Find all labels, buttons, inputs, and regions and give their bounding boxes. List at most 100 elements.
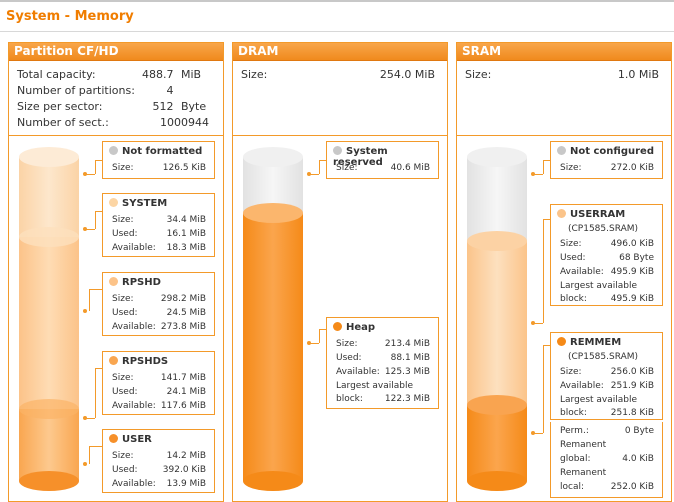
orange-dot-icon — [109, 356, 118, 365]
box-label: Size: — [112, 163, 134, 173]
sram-panel: SRAM Size: 1.0 MiB Not configured Size: … — [456, 42, 672, 502]
box-label: block: — [336, 394, 363, 404]
box-value: 126.5 KiB — [162, 163, 206, 173]
segment-not-formatted — [19, 157, 79, 237]
box-label: Available: — [560, 267, 604, 277]
info-value: 512 Byte — [129, 100, 209, 114]
dram-panel-title: DRAM — [233, 43, 447, 61]
dram-box-system-reserved: System reserved Size: 40.6 MiB — [326, 141, 439, 179]
sram-panel-title: SRAM — [457, 43, 671, 61]
box-label: Size: — [112, 373, 134, 383]
box-label: Largest available — [560, 281, 638, 291]
box-label: Size: — [560, 367, 582, 377]
box-label: Size: — [112, 215, 134, 225]
connector — [89, 289, 90, 311]
box-value: 272.0 KiB — [610, 163, 654, 173]
grey-dot-icon — [333, 146, 342, 155]
box-title: Not formatted — [109, 146, 202, 157]
connector — [95, 368, 102, 369]
segment-not-configured — [467, 157, 527, 241]
box-label: Remanent — [560, 440, 607, 450]
connector — [543, 160, 544, 174]
connector — [543, 345, 550, 346]
connector — [319, 160, 326, 161]
orange-dot-icon — [109, 434, 118, 443]
box-label: Available: — [560, 381, 604, 391]
box-label: Used: — [112, 387, 138, 397]
sram-cylinder — [465, 147, 529, 497]
box-label: Used: — [112, 229, 138, 239]
box-value: 117.6 MiB — [160, 401, 206, 411]
connector — [543, 345, 544, 433]
info-number: 1000944 — [160, 116, 209, 129]
box-label: Size: — [112, 294, 134, 304]
connector — [89, 446, 90, 464]
connector — [95, 211, 102, 212]
page-title: System - Memory — [6, 9, 134, 24]
partition-box-system: SYSTEM Size: 34.4 MiB Used: 16.1 MiB Ava… — [102, 193, 215, 257]
connector — [543, 219, 544, 323]
connector — [95, 160, 102, 161]
box-label: Used: — [112, 465, 138, 475]
dram-info: Size: 254.0 MiB — [233, 61, 447, 136]
partition-box-not-formatted: Not formatted Size: 126.5 KiB — [102, 141, 215, 179]
dram-panel: DRAM Size: 254.0 MiB System reserved Siz… — [232, 42, 448, 502]
connector — [319, 160, 320, 174]
box-label: global: — [560, 454, 591, 464]
connector — [319, 329, 320, 343]
box-value: 14.2 MiB — [166, 451, 206, 461]
info-value: 488.7 MiB — [129, 68, 209, 82]
box-value: 125.3 MiB — [384, 367, 430, 377]
dram-cylinder — [241, 147, 305, 497]
box-value: 34.4 MiB — [166, 215, 206, 225]
sram-info: Size: 1.0 MiB — [457, 61, 671, 136]
info-label: Size: — [241, 68, 268, 81]
box-title: REMMEM — [557, 337, 621, 348]
connector — [533, 323, 543, 324]
connector — [543, 219, 550, 220]
segment-heap — [243, 213, 303, 481]
partition-box-user: USER Size: 14.2 MiB Used: 392.0 KiB Avai… — [102, 429, 215, 493]
segment-rpshd — [19, 237, 79, 409]
box-value: 4.0 KiB — [622, 454, 654, 464]
orange-dot-icon — [557, 209, 566, 218]
segment-userram — [467, 241, 527, 405]
box-value: 495.9 KiB — [610, 267, 654, 277]
box-value: 13.9 MiB — [166, 479, 206, 489]
box-value: 68 Byte — [619, 253, 654, 263]
box-label: Available: — [112, 401, 156, 411]
box-subtitle: (CP1585.SRAM) — [568, 352, 639, 362]
info-label: Size per sector: — [17, 100, 103, 113]
box-value: 496.0 KiB — [610, 239, 654, 249]
info-value: 254.0 MiB — [379, 68, 435, 81]
connector — [95, 160, 96, 174]
segment-rpshds — [19, 409, 79, 481]
dram-box-heap: Heap Size: 213.4 MiB Used: 88.1 MiB Avai… — [326, 317, 439, 409]
connector — [89, 446, 102, 447]
box-label: Available: — [336, 367, 380, 377]
info-number: 488.7 — [142, 68, 174, 81]
grey-dot-icon — [557, 146, 566, 155]
box-label: block: — [560, 294, 587, 304]
box-label: Available: — [112, 243, 156, 253]
connector — [533, 433, 543, 434]
connector — [319, 329, 326, 330]
info-label: Total capacity: — [17, 68, 96, 81]
box-title: System reserved — [333, 146, 388, 168]
box-value: 273.8 MiB — [160, 322, 206, 332]
box-label: Size: — [112, 451, 134, 461]
connector — [85, 174, 95, 175]
box-label: local: — [560, 482, 585, 492]
connector-point — [83, 309, 87, 313]
connector — [95, 368, 96, 418]
box-label: Available: — [112, 479, 156, 489]
box-label: Size: — [560, 239, 582, 249]
header-divider — [0, 31, 674, 32]
box-value: 0 Byte — [624, 426, 654, 436]
partition-box-rpshd: RPSHD Size: 298.2 MiB Used: 24.5 MiB Ava… — [102, 272, 215, 336]
orange-dot-icon — [109, 198, 118, 207]
box-value: 16.1 MiB — [166, 229, 206, 239]
sram-box-userram: USERRAM (CP1585.SRAM) Size: 496.0 KiB Us… — [550, 204, 663, 306]
partition-cylinder — [17, 147, 81, 497]
box-label: block: — [560, 408, 587, 418]
